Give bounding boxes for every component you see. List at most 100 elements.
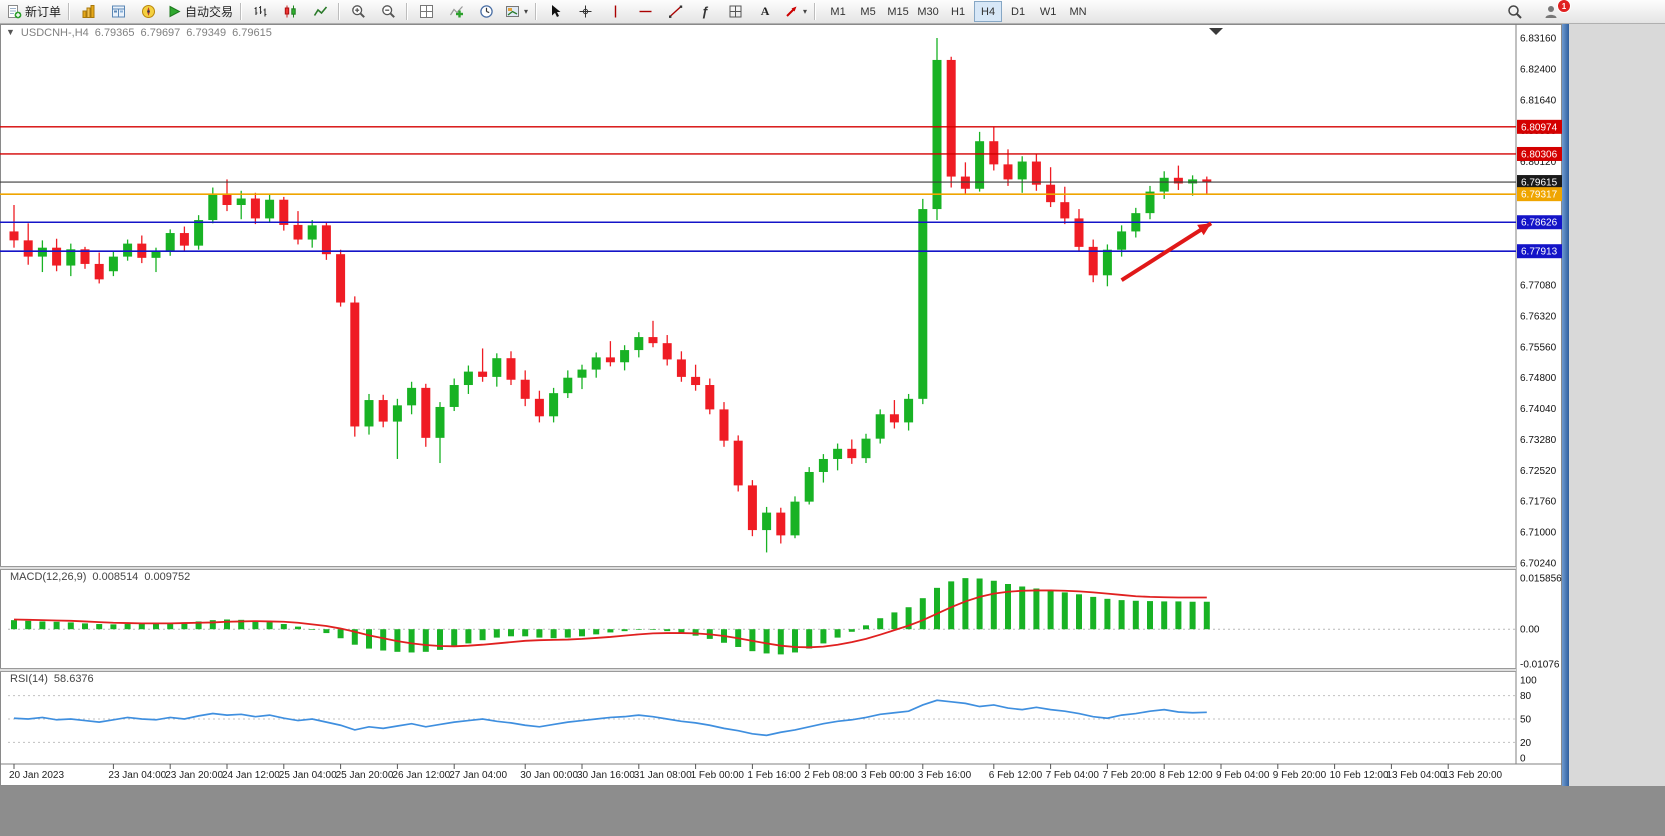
trendline-tool-button[interactable]	[660, 1, 690, 23]
svg-text:50: 50	[1520, 715, 1532, 726]
svg-text:7 Feb 04:00: 7 Feb 04:00	[1046, 770, 1100, 781]
templates-icon	[506, 6, 520, 17]
line-chart-button[interactable]	[305, 1, 335, 23]
search-button[interactable]	[1500, 1, 1530, 23]
zoom-in-button[interactable]	[343, 1, 373, 23]
templates-button[interactable]: ▾	[501, 1, 532, 23]
indicators-button[interactable]	[441, 1, 471, 23]
symbol-dropdown-icon: ▼	[6, 27, 15, 37]
chevron-down-icon: ▾	[803, 7, 808, 16]
profiles-icon	[111, 5, 125, 18]
cursor-tool-button[interactable]	[540, 1, 570, 23]
toolbar-right-group: 1	[1500, 0, 1571, 23]
macd-value-main: 0.008514	[92, 571, 139, 583]
vertical-line-tool-button[interactable]	[600, 1, 630, 23]
timeframe-button-w1[interactable]: W1	[1039, 5, 1057, 18]
arrows-tool-button[interactable]: ▾	[780, 1, 811, 23]
line-chart-icon	[313, 6, 327, 16]
chart-symbol-header: ▼ USDCNH-,H4 6.79365 6.79697 6.79349 6.7…	[6, 27, 272, 39]
new-order-icon	[8, 5, 22, 19]
new-order-button[interactable]: 新订单	[3, 1, 65, 23]
timeframe-button-m5[interactable]: M5	[860, 5, 876, 18]
toolbar-separator	[406, 3, 409, 20]
svg-text:-0.01076: -0.01076	[1520, 659, 1560, 670]
svg-text:9 Feb 20:00: 9 Feb 20:00	[1273, 770, 1327, 781]
bars-chart-icon	[254, 6, 266, 17]
ohlc-low: 6.79349	[186, 27, 227, 39]
crosshair-tool-button[interactable]	[570, 1, 600, 23]
arrows-icon	[786, 6, 797, 17]
timeframe-button-h1[interactable]: H1	[951, 5, 966, 18]
rsi-value: 58.6376	[53, 673, 94, 685]
svg-text:6.73280: 6.73280	[1520, 435, 1557, 446]
svg-text:3 Feb 00:00: 3 Feb 00:00	[861, 770, 915, 781]
timeframe-button-m15[interactable]: M15	[887, 5, 909, 18]
timeframe-bar: M1 M5 M15 M30 H1 H4 D1 W1 MN	[823, 1, 1093, 22]
svg-text:6.74800: 6.74800	[1520, 373, 1557, 384]
timeframe-button-mn[interactable]: MN	[1069, 5, 1087, 18]
timeframe-button-d1[interactable]: D1	[1011, 5, 1026, 18]
svg-text:6.80306: 6.80306	[1521, 149, 1558, 160]
toolbar-separator	[68, 3, 71, 20]
shapes-tool-button[interactable]	[720, 1, 750, 23]
svg-text:7 Feb 20:00: 7 Feb 20:00	[1102, 770, 1156, 781]
shapes-icon	[729, 5, 742, 18]
chart-window: 6.831606.824006.816406.808806.801206.793…	[0, 24, 1562, 786]
auto-trading-label: 自动交易	[185, 5, 234, 19]
svg-text:6.79317: 6.79317	[1521, 190, 1558, 201]
svg-text:6 Feb 12:00: 6 Feb 12:00	[989, 770, 1043, 781]
time-axis[interactable]	[0, 764, 1516, 786]
grid-window-icon	[419, 5, 433, 18]
svg-text:13 Feb 20:00: 13 Feb 20:00	[1443, 770, 1502, 781]
svg-text:6.83160: 6.83160	[1520, 34, 1557, 45]
svg-text:100: 100	[1520, 676, 1537, 687]
svg-text:0.015856: 0.015856	[1520, 573, 1562, 584]
zoom-out-button[interactable]	[373, 1, 403, 23]
rsi-label: RSI(14)	[10, 673, 48, 685]
toolbar-separator	[338, 3, 341, 20]
periods-button[interactable]	[471, 1, 501, 23]
notification-badge: 1	[1557, 0, 1571, 13]
panel-splitter-rsi[interactable]	[0, 666, 1516, 674]
auto-trading-button[interactable]: 自动交易	[163, 1, 237, 23]
chart-canvas[interactable]: 6.831606.824006.816406.808806.801206.793…	[0, 24, 1562, 786]
symbol-label: USDCNH-,H4	[20, 27, 89, 39]
svg-text:27 Jan 04:00: 27 Jan 04:00	[449, 770, 507, 781]
user-account-button[interactable]: 1	[1536, 0, 1571, 23]
svg-text:6.80974: 6.80974	[1521, 122, 1558, 133]
horizontal-line-tool-button[interactable]	[630, 1, 660, 23]
macd-indicator-header: MACD(12,26,9) 0.008514 0.009752	[10, 571, 190, 583]
timeframe-button-m1[interactable]: M1	[830, 5, 846, 18]
bars-chart-button[interactable]	[245, 1, 275, 23]
timeframe-button-m30[interactable]: M30	[917, 5, 939, 18]
window-edge	[1562, 24, 1569, 786]
fibonacci-icon: ƒ	[701, 4, 709, 19]
svg-text:13 Feb 04:00: 13 Feb 04:00	[1386, 770, 1445, 781]
svg-text:6.76320: 6.76320	[1520, 311, 1557, 322]
chevron-down-icon: ▾	[524, 7, 529, 16]
panel-splitter-macd[interactable]	[0, 564, 1516, 572]
new-chart-button[interactable]	[73, 1, 103, 23]
navigator-button[interactable]	[133, 1, 163, 23]
svg-text:8 Feb 12:00: 8 Feb 12:00	[1159, 770, 1213, 781]
tile-windows-button[interactable]	[411, 1, 441, 23]
svg-text:23 Jan 04:00: 23 Jan 04:00	[108, 770, 166, 781]
price-axis[interactable]	[1516, 24, 1562, 764]
svg-text:6.77913: 6.77913	[1521, 247, 1558, 258]
fibonacci-tool-button[interactable]: ƒ	[690, 1, 720, 23]
vertical-line-icon	[614, 5, 616, 18]
text-icon: A	[760, 4, 770, 18]
candlestick-chart-icon	[284, 5, 296, 18]
svg-text:0: 0	[1520, 754, 1526, 765]
svg-text:25 Jan 20:00: 25 Jan 20:00	[336, 770, 394, 781]
svg-text:80: 80	[1520, 691, 1532, 702]
workspace-background	[0, 786, 1665, 836]
timeframe-button-h4[interactable]: H4	[974, 1, 1003, 22]
cursor-icon	[551, 5, 561, 17]
svg-text:6.77080: 6.77080	[1520, 281, 1557, 292]
svg-text:30 Jan 16:00: 30 Jan 16:00	[577, 770, 635, 781]
user-icon	[1545, 6, 1557, 18]
profiles-button[interactable]	[103, 1, 133, 23]
candlestick-chart-button[interactable]	[275, 1, 305, 23]
text-tool-button[interactable]: A	[750, 1, 780, 23]
